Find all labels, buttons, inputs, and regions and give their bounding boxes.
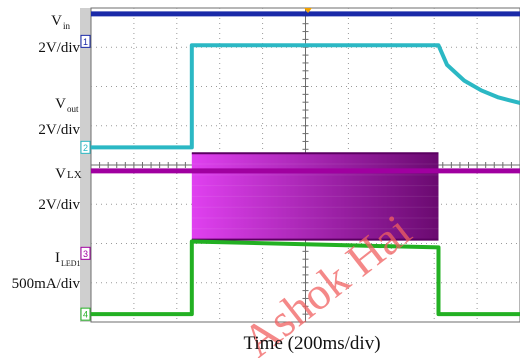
channel-3-marker-box: [80, 246, 91, 260]
channel-3-ground-marker: 3: [80, 246, 91, 260]
channel-1-marker-box: [80, 34, 91, 48]
channel-1-label: V in: [51, 13, 70, 31]
channel-1-marker-number: 1: [83, 37, 88, 47]
channel-2-subscript: out: [67, 104, 79, 114]
x-axis-label: Time (200ms/div): [243, 333, 380, 354]
channel-2-scale: 2V/div: [38, 122, 80, 138]
channel-2-symbol: V: [55, 96, 66, 112]
channel-2-marker-number: 2: [83, 143, 88, 153]
channel-4-scale: 500mA/div: [12, 276, 81, 292]
channel-4-label: I LED1: [55, 250, 81, 268]
channel-3-marker-number: 3: [83, 249, 88, 259]
trace-channel-2: [91, 43, 520, 150]
channel-3-symbol: V: [55, 166, 66, 182]
channel-marker-strip: [80, 8, 91, 322]
channel-2-marker-box: [80, 140, 91, 154]
channel-1-subscript: in: [63, 21, 71, 31]
channel-1-ground-marker: 1: [80, 34, 91, 48]
channel-4-marker-box: [80, 307, 91, 321]
trace-channel-4: [91, 239, 520, 317]
vlx-switching-band: [191, 153, 439, 240]
channel-2-ground-marker: 2: [80, 140, 91, 154]
channel-4-subscript: LED1: [61, 259, 81, 268]
channel-3-label: V LX: [55, 166, 82, 182]
channel-1-symbol: V: [51, 13, 62, 29]
trace-layer: [91, 11, 520, 317]
channel-4-marker-number: 4: [83, 310, 88, 320]
channel-4-ground-marker: 4: [80, 307, 91, 321]
channel-4-symbol: I: [55, 250, 60, 266]
channel-1-scale: 2V/div: [38, 40, 80, 56]
channel-3-scale: 2V/div: [38, 197, 80, 213]
trigger-position-marker: [304, 8, 312, 13]
channel-3-subscript: LX: [67, 169, 82, 181]
channel-2-label: V out: [55, 96, 79, 114]
channel-markers: 1 2 3 4: [80, 34, 91, 321]
